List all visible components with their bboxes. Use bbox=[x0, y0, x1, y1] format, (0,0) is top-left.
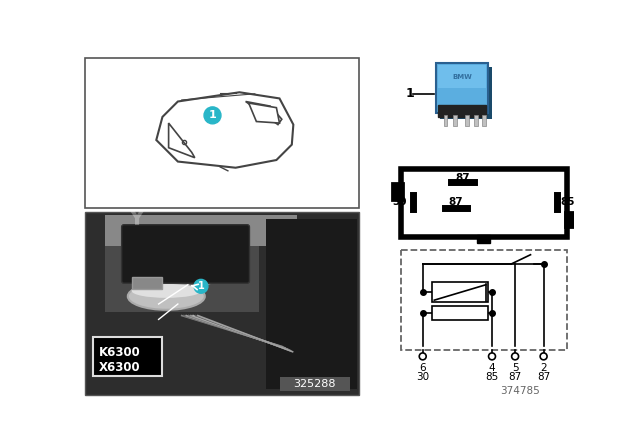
Text: 4: 4 bbox=[489, 363, 495, 373]
Bar bbox=[86, 58, 359, 208]
Text: 85: 85 bbox=[485, 372, 499, 382]
Text: 30: 30 bbox=[416, 372, 429, 382]
Polygon shape bbox=[156, 92, 293, 168]
Bar bbox=[432, 306, 488, 320]
Bar bbox=[438, 105, 486, 117]
Text: 1: 1 bbox=[209, 110, 216, 121]
Circle shape bbox=[488, 353, 495, 360]
Text: 325288: 325288 bbox=[294, 379, 336, 389]
Bar bbox=[474, 116, 478, 126]
Circle shape bbox=[511, 353, 518, 360]
Text: BMW: BMW bbox=[452, 74, 472, 80]
Bar bbox=[438, 65, 486, 88]
Text: 5: 5 bbox=[512, 363, 518, 373]
Text: 374785: 374785 bbox=[500, 386, 540, 396]
Circle shape bbox=[540, 353, 547, 360]
Text: 1: 1 bbox=[405, 87, 414, 100]
Text: 6: 6 bbox=[419, 363, 426, 373]
Text: 1: 1 bbox=[198, 281, 204, 291]
Bar bbox=[401, 169, 566, 237]
Text: Y: Y bbox=[128, 209, 144, 228]
Polygon shape bbox=[246, 102, 282, 125]
Bar bbox=[401, 250, 566, 350]
Bar bbox=[477, 236, 490, 243]
Text: 2: 2 bbox=[540, 363, 547, 373]
Bar bbox=[444, 116, 447, 126]
Text: 30: 30 bbox=[393, 197, 407, 207]
Bar bbox=[105, 215, 297, 246]
Polygon shape bbox=[249, 103, 280, 123]
Ellipse shape bbox=[132, 284, 201, 298]
Circle shape bbox=[419, 353, 426, 360]
Text: X6300: X6300 bbox=[99, 361, 140, 374]
FancyBboxPatch shape bbox=[440, 67, 492, 119]
Bar bbox=[105, 220, 259, 312]
Circle shape bbox=[204, 107, 221, 124]
Text: 87: 87 bbox=[456, 173, 470, 183]
Ellipse shape bbox=[193, 262, 209, 277]
Bar bbox=[452, 116, 456, 126]
Bar bbox=[93, 337, 163, 375]
Bar bbox=[392, 183, 403, 200]
Bar bbox=[565, 211, 576, 227]
Bar bbox=[86, 211, 359, 395]
Polygon shape bbox=[168, 123, 195, 158]
FancyBboxPatch shape bbox=[436, 63, 488, 113]
Bar bbox=[432, 282, 488, 302]
Ellipse shape bbox=[193, 262, 216, 285]
Text: 87: 87 bbox=[537, 372, 550, 382]
Bar bbox=[266, 220, 357, 389]
Bar bbox=[482, 116, 486, 126]
Bar bbox=[280, 377, 349, 391]
Ellipse shape bbox=[128, 283, 205, 310]
Bar bbox=[132, 277, 163, 289]
Circle shape bbox=[194, 280, 208, 293]
Text: 87: 87 bbox=[449, 198, 463, 207]
Text: K6300: K6300 bbox=[99, 346, 140, 359]
Text: 87: 87 bbox=[509, 372, 522, 382]
Bar bbox=[465, 116, 469, 126]
FancyBboxPatch shape bbox=[122, 225, 250, 283]
Text: 85: 85 bbox=[561, 197, 575, 207]
